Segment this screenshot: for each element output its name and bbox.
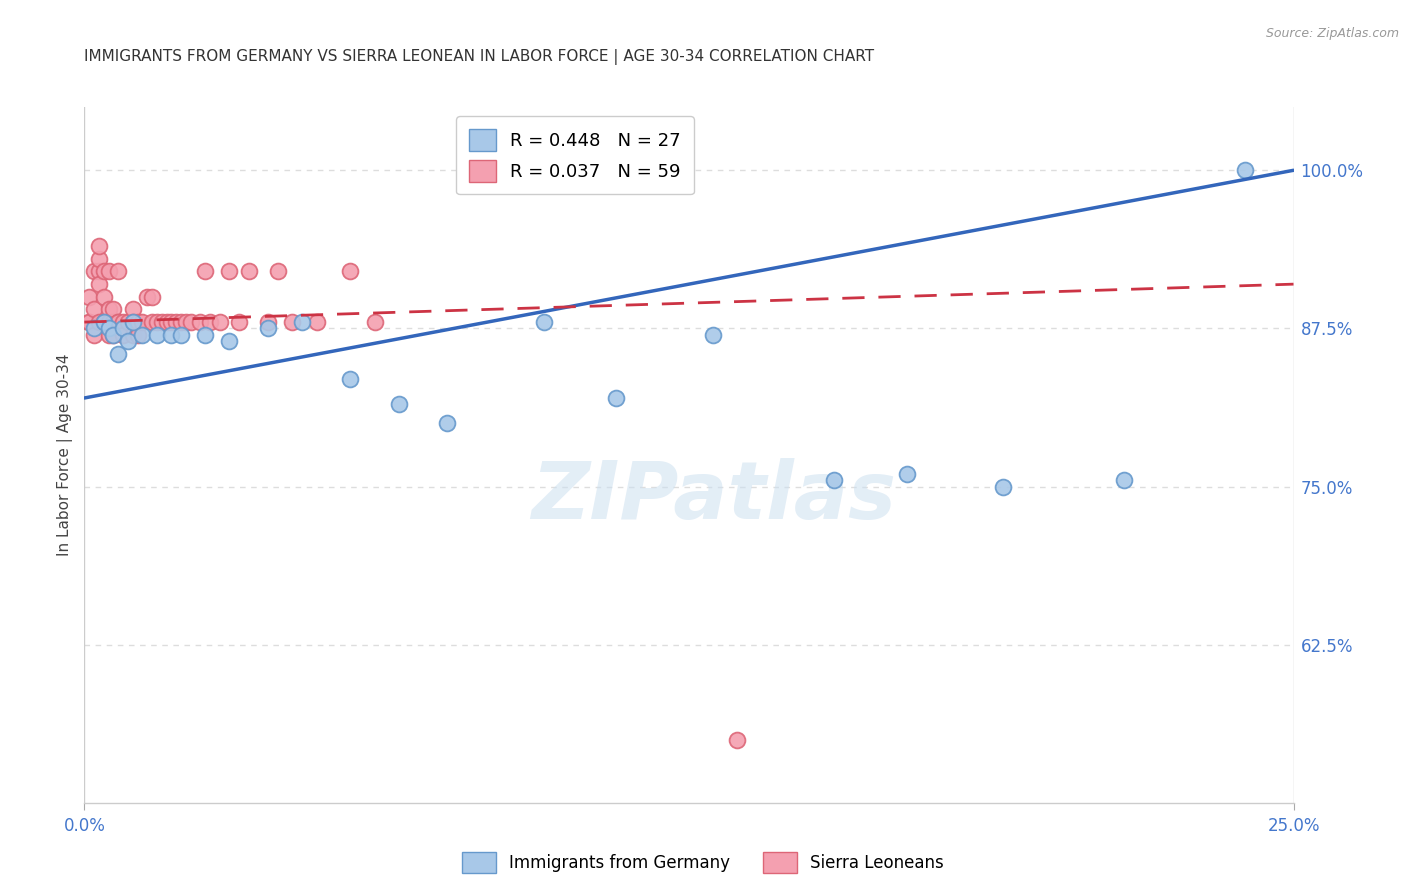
Point	[155, 315, 177, 329]
Text: Source: ZipAtlas.com: Source: ZipAtlas.com	[1265, 27, 1399, 40]
Point	[194, 264, 217, 278]
Point	[339, 372, 361, 386]
Point	[87, 239, 110, 253]
Point	[83, 302, 105, 317]
Point	[107, 315, 129, 329]
Point	[281, 315, 304, 329]
Point	[131, 327, 153, 342]
Point	[218, 334, 240, 348]
Point	[87, 252, 110, 266]
Point	[93, 315, 115, 329]
Point	[103, 327, 125, 342]
Point	[83, 264, 105, 278]
Point	[160, 315, 183, 329]
Point	[112, 327, 135, 342]
Point	[174, 315, 197, 329]
Point	[103, 315, 125, 329]
Point	[436, 417, 458, 431]
Point	[170, 327, 193, 342]
Point	[194, 327, 217, 342]
Point	[339, 264, 361, 278]
Point	[605, 391, 627, 405]
Text: IMMIGRANTS FROM GERMANY VS SIERRA LEONEAN IN LABOR FORCE | AGE 30-34 CORRELATION: IMMIGRANTS FROM GERMANY VS SIERRA LEONEA…	[84, 49, 875, 65]
Point	[77, 315, 100, 329]
Point	[993, 479, 1015, 493]
Point	[121, 302, 143, 317]
Point	[160, 327, 183, 342]
Point	[83, 327, 105, 342]
Point	[107, 347, 129, 361]
Point	[725, 732, 748, 747]
Point	[141, 315, 163, 329]
Point	[121, 327, 143, 342]
Point	[93, 315, 115, 329]
Point	[180, 315, 202, 329]
Point	[257, 321, 280, 335]
Legend: R = 0.448   N = 27, R = 0.037   N = 59: R = 0.448 N = 27, R = 0.037 N = 59	[456, 116, 693, 194]
Point	[93, 290, 115, 304]
Point	[127, 327, 149, 342]
Point	[170, 315, 193, 329]
Point	[198, 315, 221, 329]
Point	[146, 315, 169, 329]
Point	[823, 473, 845, 487]
Point	[87, 315, 110, 329]
Point	[141, 290, 163, 304]
Point	[107, 264, 129, 278]
Point	[97, 302, 120, 317]
Point	[103, 327, 125, 342]
Point	[136, 290, 159, 304]
Point	[305, 315, 328, 329]
Point	[112, 321, 135, 335]
Point	[208, 315, 231, 329]
Point	[121, 315, 143, 329]
Legend: Immigrants from Germany, Sierra Leoneans: Immigrants from Germany, Sierra Leoneans	[456, 846, 950, 880]
Point	[1234, 163, 1257, 178]
Point	[702, 327, 724, 342]
Point	[77, 290, 100, 304]
Point	[87, 264, 110, 278]
Point	[218, 264, 240, 278]
Point	[97, 327, 120, 342]
Point	[117, 334, 139, 348]
Point	[1114, 473, 1136, 487]
Y-axis label: In Labor Force | Age 30-34: In Labor Force | Age 30-34	[58, 353, 73, 557]
Point	[238, 264, 260, 278]
Point	[131, 315, 153, 329]
Point	[388, 397, 411, 411]
Text: ZIPatlas: ZIPatlas	[530, 458, 896, 536]
Point	[533, 315, 555, 329]
Point	[190, 315, 212, 329]
Point	[896, 467, 918, 481]
Point	[87, 277, 110, 292]
Point	[257, 315, 280, 329]
Point	[146, 327, 169, 342]
Point	[107, 315, 129, 329]
Point	[77, 315, 100, 329]
Point	[97, 315, 120, 329]
Point	[103, 302, 125, 317]
Point	[150, 315, 173, 329]
Point	[93, 264, 115, 278]
Point	[291, 315, 314, 329]
Point	[93, 315, 115, 329]
Point	[97, 264, 120, 278]
Point	[121, 315, 143, 329]
Point	[127, 315, 149, 329]
Point	[363, 315, 385, 329]
Point	[97, 321, 120, 335]
Point	[228, 315, 250, 329]
Point	[112, 315, 135, 329]
Point	[165, 315, 187, 329]
Point	[83, 321, 105, 335]
Point	[117, 315, 139, 329]
Point	[267, 264, 290, 278]
